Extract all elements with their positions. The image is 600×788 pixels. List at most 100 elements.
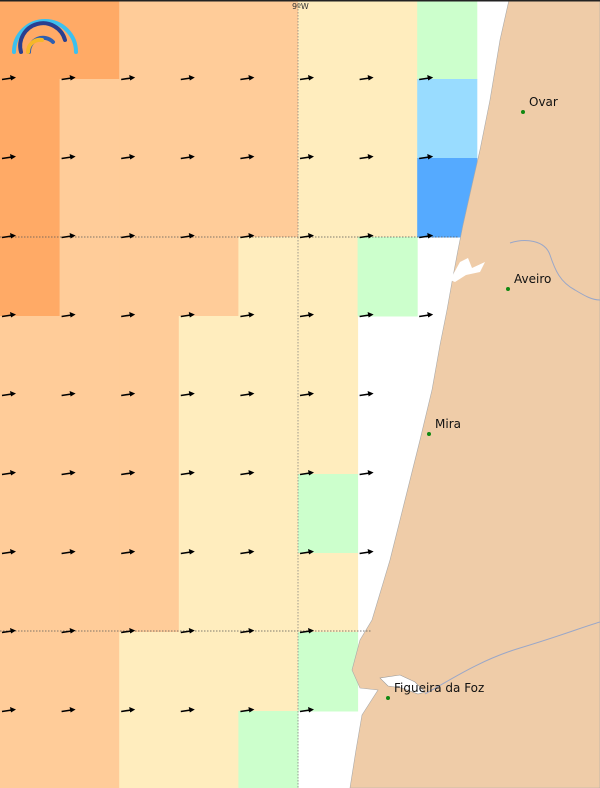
wind-arrow <box>180 391 195 397</box>
grid-cell-dark-orange <box>59 0 120 80</box>
wind-arrow <box>180 75 195 81</box>
wind-arrow <box>180 154 195 160</box>
wind-arrow <box>240 312 255 318</box>
wind-arrow <box>299 75 314 81</box>
grid-cell-yellow <box>178 553 239 633</box>
grid-cell-light-orange <box>59 474 120 554</box>
grid-cell-yellow <box>298 79 359 159</box>
wind-arrow <box>419 312 434 318</box>
wind-arrow <box>359 391 374 397</box>
grid-cell-dark-orange <box>0 79 61 159</box>
wind-arrow <box>180 470 195 476</box>
grid-cell-yellow <box>298 395 359 475</box>
wind-arrow <box>299 391 314 397</box>
grid-cell-light-orange <box>178 158 239 238</box>
grid-cell-light-orange <box>59 632 120 712</box>
grid-cell-light-orange <box>238 79 299 159</box>
wind-arrow <box>240 391 255 397</box>
grid-cell-light-orange <box>238 0 299 80</box>
grid-cell-light-orange <box>119 79 180 159</box>
river <box>424 621 600 695</box>
wind-arrow <box>299 707 314 713</box>
grid-cell-light-orange <box>59 553 120 633</box>
wind-arrow <box>299 312 314 318</box>
wind-arrow <box>180 233 195 239</box>
wind-arrow <box>121 233 136 239</box>
city-ovar: Ovar <box>521 95 558 114</box>
wind-arrow <box>61 707 76 713</box>
wind-arrow <box>1 233 16 239</box>
longitude-label: 9ºW <box>292 2 309 11</box>
wind-arrow <box>240 628 255 634</box>
cities: Ovar Aveiro Mira Figueira da Foz <box>386 95 558 700</box>
wind-arrow <box>1 154 16 160</box>
wind-arrow <box>359 75 374 81</box>
grid-cell-light-orange <box>59 237 120 317</box>
river <box>509 240 600 301</box>
rainbow-arcs-logo-icon <box>12 19 78 54</box>
grid-cell-light-orange <box>59 158 120 238</box>
grid-cell-light-orange <box>59 316 120 396</box>
wind-arrow <box>61 312 76 318</box>
grid-cell-yellow <box>178 632 239 712</box>
grid-cell-yellow <box>298 553 359 633</box>
city-dot <box>506 287 510 291</box>
grid-cell-light-orange <box>59 711 120 788</box>
forecast-grid <box>0 0 478 788</box>
grid-cell-dark-orange <box>0 237 61 317</box>
grid-cell-yellow <box>178 316 239 396</box>
wind-arrow <box>240 75 255 81</box>
wind-arrow <box>121 470 136 476</box>
wind-arrow <box>1 707 16 713</box>
wind-arrow <box>121 75 136 81</box>
wind-arrow <box>121 549 136 555</box>
wind-arrow <box>180 312 195 318</box>
top-border <box>0 0 600 2</box>
wind-arrow <box>61 470 76 476</box>
grid-cell-yellow <box>119 711 180 788</box>
grid-cell-yellow <box>238 395 299 475</box>
wind-arrow <box>61 154 76 160</box>
land <box>349 0 600 788</box>
wind-arrow <box>240 154 255 160</box>
wind-arrow <box>240 549 255 555</box>
wind-arrow <box>61 628 76 634</box>
wind-arrow <box>359 312 374 318</box>
grid-cell-light-orange <box>119 237 180 317</box>
grid-cell-light-orange <box>119 158 180 238</box>
wind-arrow <box>419 75 434 81</box>
wind-arrow <box>1 391 16 397</box>
grid-cell-yellow <box>238 474 299 554</box>
city-label: Figueira da Foz <box>394 681 484 695</box>
wind-arrow <box>419 233 434 239</box>
grid-cell-light-orange <box>0 553 61 633</box>
grid-cell-yellow <box>178 395 239 475</box>
wind-arrow <box>1 75 16 81</box>
wind-arrow <box>180 628 195 634</box>
grid-cell-yellow <box>238 316 299 396</box>
grid-cell-light-orange <box>178 0 239 80</box>
grid-cell-yellow <box>238 632 299 712</box>
mondego-estuary <box>379 674 426 695</box>
wind-arrow <box>359 549 374 555</box>
grid-cell-green <box>417 0 478 80</box>
grid-cell-yellow <box>119 632 180 712</box>
grid-cell-green <box>238 711 299 788</box>
grid-cell-green <box>357 237 418 317</box>
wind-arrow <box>359 233 374 239</box>
wind-arrow <box>1 628 16 634</box>
wind-arrow <box>1 549 16 555</box>
city-label: Ovar <box>529 95 558 109</box>
wind-arrow <box>359 154 374 160</box>
wind-arrow <box>180 549 195 555</box>
wind-arrow <box>121 312 136 318</box>
wind-arrow <box>240 707 255 713</box>
wind-arrow <box>419 154 434 160</box>
grid-cell-yellow <box>178 474 239 554</box>
grid-cell-yellow <box>357 0 418 80</box>
grid-cell-light-orange <box>59 395 120 475</box>
grid-cell-light-orange <box>0 316 61 396</box>
wind-arrow <box>1 470 16 476</box>
grid-cell-light-orange <box>0 711 61 788</box>
